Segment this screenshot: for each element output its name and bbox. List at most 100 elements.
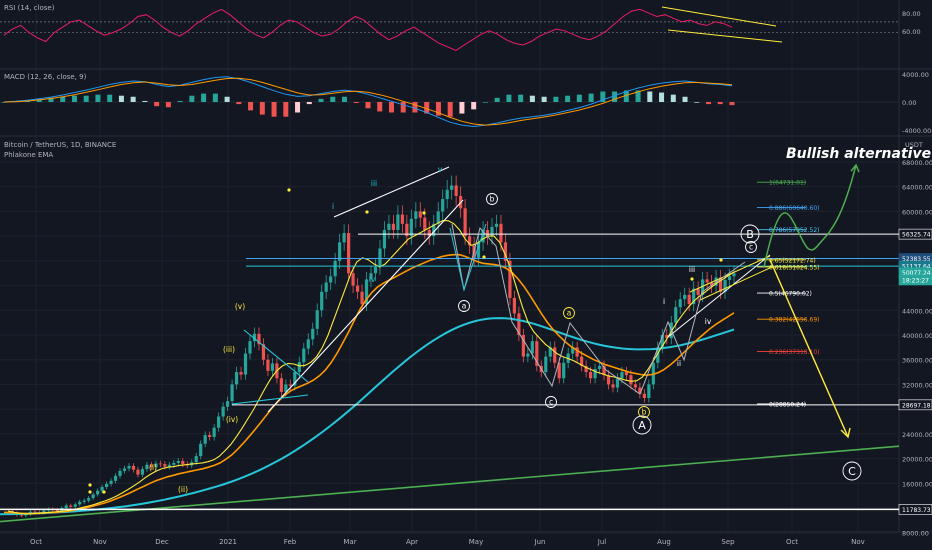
macd-histogram-bar: [529, 95, 535, 102]
candle-body: [665, 335, 669, 339]
wedge-line-lower: [267, 199, 464, 413]
price-tick-label: 24000.00: [902, 431, 932, 439]
candle-body: [364, 279, 369, 305]
candle-body: [118, 470, 122, 476]
wave-label: ii: [677, 359, 681, 368]
time-tick-label: Nov: [851, 538, 865, 546]
macd-histogram-bar: [1, 102, 7, 103]
price-tag-label: 11783.73: [902, 507, 931, 514]
candle-body: [727, 276, 732, 281]
macd-histogram-bar: [177, 100, 183, 102]
candle-body: [24, 514, 28, 516]
time-axis: Oct Nov Dec 2021 Feb Mar Apr May Jun Jul Aug Sep Oct…: [30, 538, 865, 546]
candle-body: [42, 510, 46, 513]
time-tick-label: Mar: [343, 538, 356, 546]
price-pane: 1(64731.01) 0.886(60640.60) 0.786(57052.52…: [0, 163, 900, 523]
candle-body: [113, 475, 118, 481]
rsi-pane: [0, 6, 899, 51]
candle-body: [629, 375, 633, 385]
time-tick-label: Apr: [406, 538, 418, 546]
fib-level-label: 0.236(37318.10): [769, 349, 820, 356]
candle-body: [96, 490, 100, 495]
candle-body: [602, 365, 606, 376]
candle-body: [136, 469, 140, 475]
macd-histogram-bar: [541, 96, 547, 102]
candle-body: [73, 504, 77, 507]
macd-histogram-bar: [330, 96, 336, 102]
candle-body: [481, 229, 485, 243]
triangle-line-a: [243, 329, 309, 383]
candle-body: [427, 229, 431, 237]
macd-tick-label: 0.00: [902, 99, 916, 107]
time-tick-label: Jun: [534, 538, 546, 546]
macd-histogram-bar: [271, 102, 277, 117]
candle-body: [548, 347, 552, 357]
candle-body: [145, 464, 149, 470]
signal-dot: [102, 490, 106, 494]
candle-body: [503, 242, 508, 261]
circle-label-ring: [632, 415, 652, 435]
candle-body: [611, 384, 615, 388]
circle-label-text: A: [638, 419, 646, 432]
signal-dot: [287, 188, 291, 192]
macd-histogram-bar: [165, 102, 171, 108]
candle-body: [333, 260, 337, 277]
signal-dot: [690, 277, 694, 281]
candle-body: [338, 242, 342, 261]
candle-body: [127, 465, 131, 469]
chart-title: Bitcoin / TetherUS, 1D, BINANCE: [4, 141, 117, 149]
candle-body: [615, 378, 620, 388]
candle-body: [557, 362, 561, 379]
macd-histogram-bar: [459, 102, 465, 114]
candle-body: [387, 223, 391, 230]
candle-body: [167, 464, 171, 467]
circle-label-ring: [745, 241, 757, 253]
ema-orange-line: [3, 253, 735, 515]
circle-label-text: b: [490, 195, 495, 204]
candle-body: [163, 464, 167, 467]
candle-body: [656, 347, 660, 363]
price-tag-label: 18:23:27: [902, 278, 929, 285]
circle-label-ring: [563, 307, 575, 319]
candle-body: [476, 242, 481, 258]
macd-histogram-bar: [342, 96, 348, 102]
candle-body: [678, 299, 682, 308]
macd-histogram-bar: [48, 97, 54, 102]
price-tag-label: 56325.74: [902, 232, 931, 239]
candle-body: [490, 226, 494, 237]
time-tick-label: Aug: [657, 538, 671, 546]
price-tick-label: 44000.00: [902, 307, 932, 315]
candle-body: [369, 273, 373, 280]
candle-body: [234, 372, 239, 385]
candle-body: [512, 297, 517, 314]
time-tick-label: Nov: [93, 538, 107, 546]
macd-tick-label: -4000.00: [902, 127, 931, 135]
macd-histogram-bar: [694, 102, 700, 103]
signal-dot: [482, 255, 486, 259]
candle-body: [261, 344, 266, 360]
candle-body: [624, 372, 629, 376]
candle-body: [315, 310, 319, 329]
macd-pane: [0, 76, 899, 128]
candle-body: [176, 461, 180, 463]
candle-body: [91, 494, 95, 499]
circle-label-ring: [842, 461, 862, 481]
candle-body: [530, 341, 534, 354]
time-tick-label: Oct: [786, 538, 798, 546]
candle-body: [288, 384, 292, 386]
circle-label-text: C: [848, 465, 856, 478]
macd-histogram-bar: [353, 102, 359, 104]
candle-body: [553, 347, 557, 363]
rising-wedge-lower: [699, 266, 773, 301]
wave-a-b-path: [449, 223, 487, 292]
circle-label-ring: [740, 224, 760, 244]
candle-body: [499, 223, 503, 243]
price-tag-box: [898, 228, 932, 240]
rsi-tick-label: 60.00: [902, 28, 921, 36]
candle-body: [405, 223, 409, 237]
macd-histogram-bar: [201, 93, 207, 102]
candle-body: [593, 368, 597, 379]
macd-tick-label: 4000.00: [902, 71, 929, 79]
macd-histogram-bar: [518, 94, 524, 102]
